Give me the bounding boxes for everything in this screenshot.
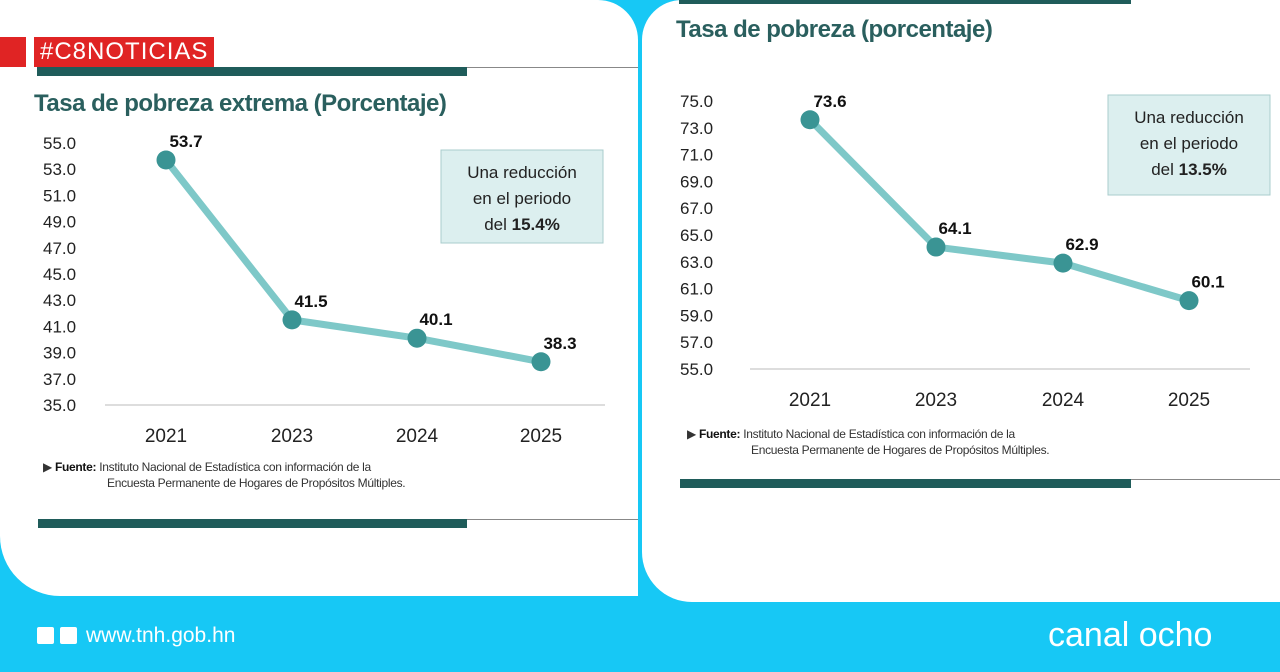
data-point (1053, 253, 1073, 273)
source-right: ▶ Fuente: Instituto Nacional de Estadíst… (687, 427, 1050, 457)
annotation-text: Una reducción (467, 163, 577, 182)
accent-bar (680, 479, 1131, 488)
data-label: 60.1 (1191, 273, 1224, 292)
y-tick-label: 69.0 (680, 172, 713, 191)
channel-logo: canal ocho (1048, 616, 1213, 654)
y-tick-label: 37.0 (43, 370, 76, 389)
y-tick-label: 35.0 (43, 396, 76, 415)
chart-title-left: Tasa de pobreza extrema (Porcentaje) (34, 90, 447, 117)
x-tick-label: 2025 (520, 426, 562, 447)
annotation-value: 13.5% (1179, 160, 1227, 179)
data-label: 62.9 (1065, 235, 1098, 254)
logo-square-icon (60, 627, 77, 644)
data-label: 41.5 (294, 292, 327, 311)
tag-accent (0, 37, 26, 67)
logo-square-icon (37, 627, 54, 644)
y-tick-label: 55.0 (43, 134, 76, 153)
y-tick-label: 57.0 (680, 333, 713, 352)
data-label: 38.3 (543, 334, 576, 353)
y-tick-label: 63.0 (680, 253, 713, 272)
annotation-box (440, 149, 604, 244)
x-tick-label: 2023 (915, 390, 957, 411)
hashtag-badge: #C8NOTICIAS (34, 37, 215, 67)
data-label: 73.6 (813, 92, 846, 111)
annotation-value: 15.4% (512, 215, 560, 234)
data-label: 64.1 (938, 219, 971, 238)
series-line (807, 117, 1190, 305)
y-tick-label: 43.0 (43, 291, 76, 310)
y-tick-label: 55.0 (680, 360, 713, 379)
divider (467, 67, 638, 68)
x-tick-label: 2024 (1042, 390, 1085, 411)
divider (1131, 479, 1280, 480)
annotation-text: Una reducción (1134, 108, 1244, 127)
y-tick-label: 71.0 (680, 146, 713, 165)
y-tick-label: 49.0 (43, 213, 76, 232)
source-left: ▶ Fuente: Instituto Nacional de Estadíst… (43, 460, 406, 490)
accent-bar (38, 519, 467, 528)
data-point (156, 150, 176, 170)
data-point (407, 328, 427, 348)
data-point (926, 237, 946, 257)
y-tick-label: 47.0 (43, 239, 76, 258)
accent-bar (37, 67, 467, 76)
y-tick-label: 51.0 (43, 186, 76, 205)
data-label: 53.7 (169, 132, 202, 151)
y-tick-label: 39.0 (43, 344, 76, 363)
chart-title-right: Tasa de pobreza (porcentaje) (676, 16, 993, 43)
annotation-box (1107, 94, 1271, 196)
x-tick-label: 2021 (789, 390, 831, 411)
series-line (163, 157, 542, 366)
y-tick-label: 73.0 (680, 119, 713, 138)
y-tick-label: 61.0 (680, 280, 713, 299)
annotation-text: del 13.5% (1151, 160, 1227, 179)
y-tick-label: 53.0 (43, 160, 76, 179)
y-tick-label: 41.0 (43, 317, 76, 336)
y-tick-label: 75.0 (680, 92, 713, 111)
y-tick-label: 67.0 (680, 199, 713, 218)
left-panel (0, 0, 638, 596)
data-point (531, 352, 551, 372)
data-point (800, 110, 820, 130)
accent-bar (679, 0, 1131, 4)
annotation-text: del 15.4% (484, 215, 560, 234)
x-tick-label: 2025 (1168, 390, 1210, 411)
annotation-text: en el periodo (473, 189, 571, 208)
data-point (282, 310, 302, 330)
data-point (1179, 291, 1199, 311)
data-label: 40.1 (419, 310, 452, 329)
y-tick-label: 59.0 (680, 306, 713, 325)
website-link[interactable]: www.tnh.gob.hn (86, 624, 236, 647)
y-tick-label: 65.0 (680, 226, 713, 245)
divider (467, 519, 638, 520)
x-tick-label: 2021 (145, 426, 187, 447)
x-tick-label: 2024 (396, 426, 439, 447)
x-tick-label: 2023 (271, 426, 313, 447)
annotation-text: en el periodo (1140, 134, 1238, 153)
y-tick-label: 45.0 (43, 265, 76, 284)
